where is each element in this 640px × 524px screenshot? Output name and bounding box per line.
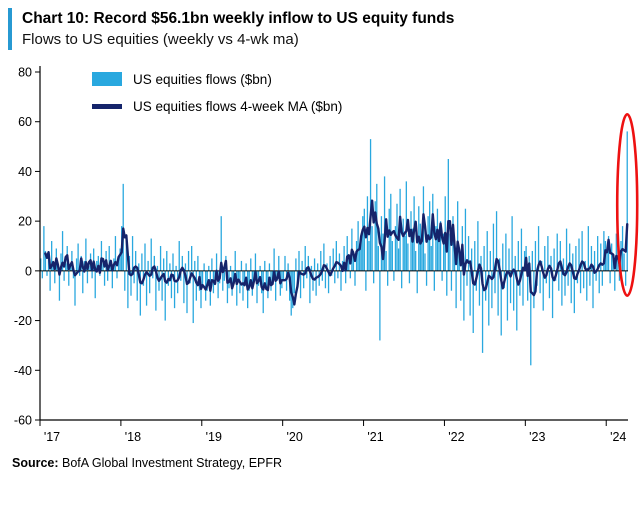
legend-item-label: US equities flows ($bn)	[133, 71, 272, 87]
legend-bar-swatch	[92, 72, 122, 87]
legend-item-flows: US equities flows ($bn)	[92, 72, 342, 87]
svg-text:'24: '24	[610, 430, 626, 444]
svg-text:'18: '18	[125, 430, 141, 444]
svg-text:'23: '23	[529, 430, 545, 444]
svg-text:80: 80	[18, 65, 32, 79]
svg-text:20: 20	[18, 215, 32, 229]
legend-line-swatch	[92, 104, 122, 109]
legend-item-ma: US equities flows 4-week MA ($bn)	[92, 99, 342, 114]
chart-area: 80 60 40 20 0 -20 -40 -60 '17 '18 '19 '20 '21 '22 '23 '…	[0, 52, 640, 454]
legend-item-label: US equities flows 4-week MA ($bn)	[133, 98, 343, 114]
svg-text:'22: '22	[448, 430, 464, 444]
chart-legend: US equities flows ($bn) US equities flow…	[92, 72, 342, 114]
chart-title: Chart 10: Record $56.1bn weekly inflow t…	[22, 10, 455, 27]
chart-subtitle: Flows to US equities (weekly vs 4-wk ma)	[22, 30, 299, 48]
source-line: Source: BofA Global Investment Strategy,…	[12, 456, 640, 470]
svg-text:'19: '19	[206, 430, 222, 444]
svg-text:-20: -20	[14, 314, 32, 328]
svg-text:'21: '21	[367, 430, 383, 444]
svg-text:'17: '17	[44, 430, 60, 444]
svg-text:40: 40	[18, 165, 32, 179]
svg-text:-40: -40	[14, 364, 32, 378]
svg-text:0: 0	[25, 264, 32, 278]
chart-header: Chart 10: Record $56.1bn weekly inflow t…	[8, 8, 630, 50]
source-label: Source:	[12, 455, 59, 470]
svg-text:'20: '20	[287, 430, 303, 444]
chart-canvas: 80 60 40 20 0 -20 -40 -60 '17 '18 '19 '20 '21 '22 '23 '…	[14, 65, 639, 444]
svg-text:-60: -60	[14, 413, 32, 427]
svg-text:60: 60	[18, 115, 32, 129]
source-text: BofA Global Investment Strategy, EPFR	[58, 455, 283, 470]
